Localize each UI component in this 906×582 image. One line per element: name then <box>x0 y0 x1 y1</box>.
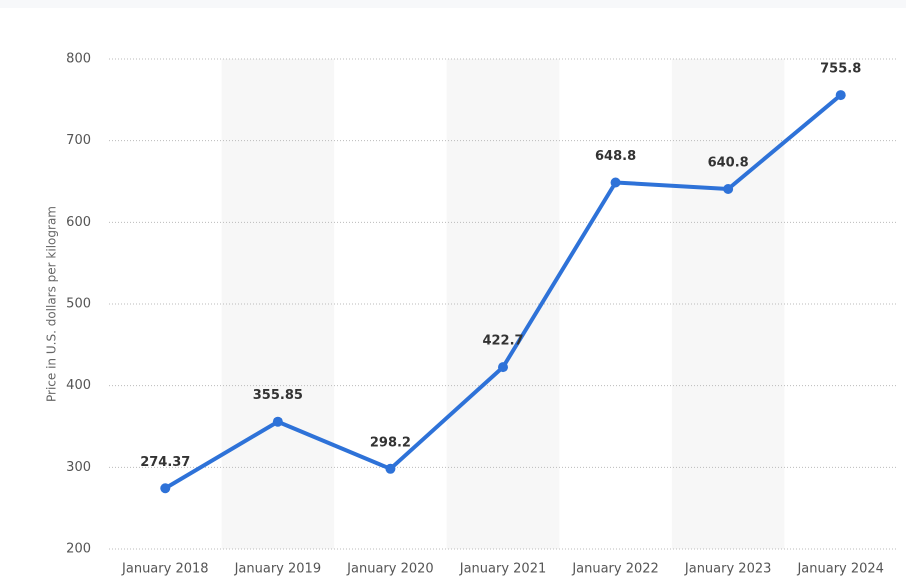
y-tick-label: 800 <box>66 52 91 67</box>
y-axis-label: Price in U.S. dollars per kilogram <box>45 206 59 402</box>
value-label: 298.2 <box>370 435 411 450</box>
value-label: 755.8 <box>820 62 861 77</box>
x-tick-label: January 2019 <box>234 562 322 577</box>
y-tick-label: 200 <box>66 542 91 557</box>
x-tick-label: January 2024 <box>796 562 884 577</box>
x-tick-label: January 2020 <box>346 562 434 577</box>
top-strip <box>0 0 906 8</box>
point <box>835 90 846 101</box>
y-tick-label: 600 <box>66 215 91 230</box>
value-label: 355.85 <box>253 388 303 403</box>
value-label: 640.8 <box>708 156 749 171</box>
point <box>498 362 508 373</box>
y-tick-label: 700 <box>66 133 91 148</box>
x-tick-label: January 2021 <box>459 562 547 577</box>
band-shade <box>671 59 785 549</box>
value-label: 274.37 <box>140 455 190 470</box>
point <box>385 463 396 474</box>
y-tick-label: 500 <box>66 297 91 312</box>
y-tick-label: 300 <box>66 460 91 475</box>
x-tick-label: January 2018 <box>121 562 209 577</box>
point <box>160 483 171 494</box>
x-tick-label: January 2022 <box>571 562 659 577</box>
x-tick-label: January 2023 <box>684 562 772 577</box>
point <box>723 184 734 195</box>
point <box>272 416 283 427</box>
point <box>610 177 621 188</box>
value-label: 648.8 <box>595 149 636 164</box>
value-label: 422.7 <box>482 334 523 349</box>
y-tick-label: 400 <box>66 378 91 393</box>
